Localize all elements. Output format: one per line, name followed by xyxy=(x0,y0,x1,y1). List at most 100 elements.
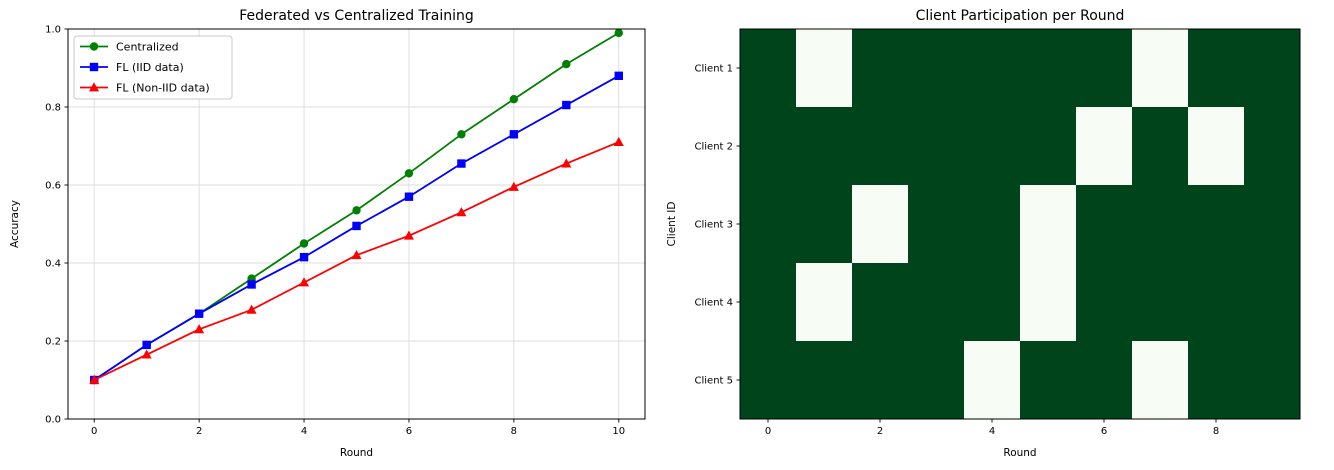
heatmap-cell xyxy=(852,107,909,186)
heatmap-cell xyxy=(796,29,853,108)
legend: Centralized FL (IID data) FL (Non-IID data… xyxy=(73,35,233,100)
x-tick-label: 4 xyxy=(989,426,995,437)
marker-square xyxy=(614,71,623,80)
heatmap-cell xyxy=(1076,185,1133,264)
marker-square xyxy=(509,130,519,139)
heatmap-cell xyxy=(908,341,965,420)
heatmap-cell xyxy=(1188,263,1245,342)
heatmap-cell xyxy=(964,341,1021,420)
legend-box xyxy=(73,35,233,100)
row-tick-label: Client 3 xyxy=(695,220,734,231)
heatmap-cell xyxy=(1076,341,1133,420)
y-tick-label: 0.6 xyxy=(45,181,61,192)
heatmap-cell xyxy=(1188,107,1245,186)
heatmap-cell xyxy=(908,29,965,108)
heatmap-cell xyxy=(1020,185,1077,264)
heatmap-cell xyxy=(740,185,797,264)
heatmap-cell xyxy=(1132,29,1189,108)
heatmap-cell xyxy=(1076,263,1133,342)
marker-triangle xyxy=(456,207,467,217)
marker-circle xyxy=(457,130,466,139)
heatmap-cell xyxy=(1188,341,1245,420)
heatmap-cell xyxy=(1020,29,1077,108)
marker-circle xyxy=(614,28,623,38)
heatmap-cell xyxy=(852,185,909,264)
marker-circle xyxy=(562,59,571,69)
marker-triangle xyxy=(89,374,100,384)
heatmap-cell xyxy=(1020,263,1077,342)
heatmap-cell xyxy=(852,341,909,420)
heatmap-cell xyxy=(964,29,1021,108)
heatmap-cell xyxy=(740,263,797,342)
heatmap-cell xyxy=(964,185,1021,264)
y-tick-label: 0.8 xyxy=(45,103,61,114)
y-tick-label: 0.2 xyxy=(45,337,61,348)
heatmap-cell xyxy=(1188,185,1245,264)
heatmap-cell xyxy=(796,107,853,186)
marker-triangle xyxy=(246,304,257,314)
marker-square xyxy=(89,62,99,72)
line-chart-plot: 0 2 4 6 8 10 0.0 0.2 0.4 0.6 0.8 1.0 Centralized FL (… xyxy=(45,25,646,437)
x-tick-label: 2 xyxy=(877,426,883,437)
heatmap-cell xyxy=(1020,341,1077,420)
heatmap-cell xyxy=(796,341,853,420)
heatmap-cell xyxy=(1132,341,1189,420)
row-tick-label: Client 5 xyxy=(695,376,734,387)
marker-square xyxy=(562,100,571,110)
x-tick-label: 0 xyxy=(765,426,771,437)
marker-triangle xyxy=(194,324,205,334)
heatmap-cell xyxy=(1020,107,1077,186)
row-tick-label: Client 4 xyxy=(695,298,734,309)
marker-circle xyxy=(299,239,309,248)
marker-square xyxy=(404,192,414,201)
marker-triangle xyxy=(89,82,99,92)
marker-triangle xyxy=(403,230,414,240)
heatmap-cell xyxy=(740,341,797,420)
marker-circle xyxy=(89,42,99,51)
x-tick-label: 6 xyxy=(406,426,412,437)
legend-item: FL (Non-IID data) xyxy=(80,81,210,94)
x-tick-label: 8 xyxy=(1213,426,1219,437)
heatmap-cell xyxy=(852,263,909,342)
marker-circle xyxy=(509,95,519,104)
row-tick-label: Client 1 xyxy=(695,64,734,75)
marker-square xyxy=(352,221,361,231)
x-tick-label: 6 xyxy=(1101,426,1107,437)
legend-item: FL (IID data) xyxy=(80,61,184,74)
x-tick-label: 0 xyxy=(91,426,97,437)
heatmap-cell xyxy=(1132,107,1189,186)
marker-square xyxy=(142,340,151,350)
x-tick-label: 10 xyxy=(612,426,625,437)
heatmap-cell xyxy=(964,107,1021,186)
y-tick-label: 1.0 xyxy=(45,25,61,36)
heatmap-cell xyxy=(740,29,797,108)
heatmap-cell xyxy=(852,29,909,108)
series-line-2 xyxy=(93,141,620,381)
heatmap-cell xyxy=(796,263,853,342)
line-chart-ylabel: Accuracy xyxy=(9,200,21,248)
heatmap-plot: Client 1 Client 2 Client 3 Client 4 Client 5… xyxy=(695,28,1301,437)
heatmap-title: Client Participation per Round xyxy=(915,8,1125,24)
heatmap-cell xyxy=(796,185,853,264)
heatmap-cell xyxy=(1076,29,1133,108)
marker-triangle xyxy=(561,158,572,168)
marker-triangle xyxy=(141,349,152,359)
y-tick-label: 0.4 xyxy=(45,259,61,270)
marker-triangle xyxy=(508,181,519,191)
heatmap-cell xyxy=(1132,263,1189,342)
legend-item: Centralized xyxy=(80,40,179,53)
heatmap-cell xyxy=(1244,263,1301,342)
heatmap-xlabel: Round xyxy=(1003,447,1037,459)
heatmap-cell xyxy=(964,263,1021,342)
marker-circle xyxy=(404,169,414,178)
marker-square xyxy=(457,159,466,168)
heatmap-ylabel: Client ID xyxy=(666,201,678,247)
marker-triangle xyxy=(351,250,362,260)
x-tick-label: 2 xyxy=(196,426,202,437)
row-tick-label: Client 2 xyxy=(695,142,734,153)
y-tick-label: 0.0 xyxy=(45,415,61,426)
heatmap-cell xyxy=(1076,107,1133,186)
line-chart-panel: 0 2 4 6 8 10 0.0 0.2 0.4 0.6 0.8 1.0 Centralized FL (… xyxy=(0,0,660,470)
x-tick-label: 4 xyxy=(301,426,307,437)
marker-square xyxy=(247,280,256,289)
